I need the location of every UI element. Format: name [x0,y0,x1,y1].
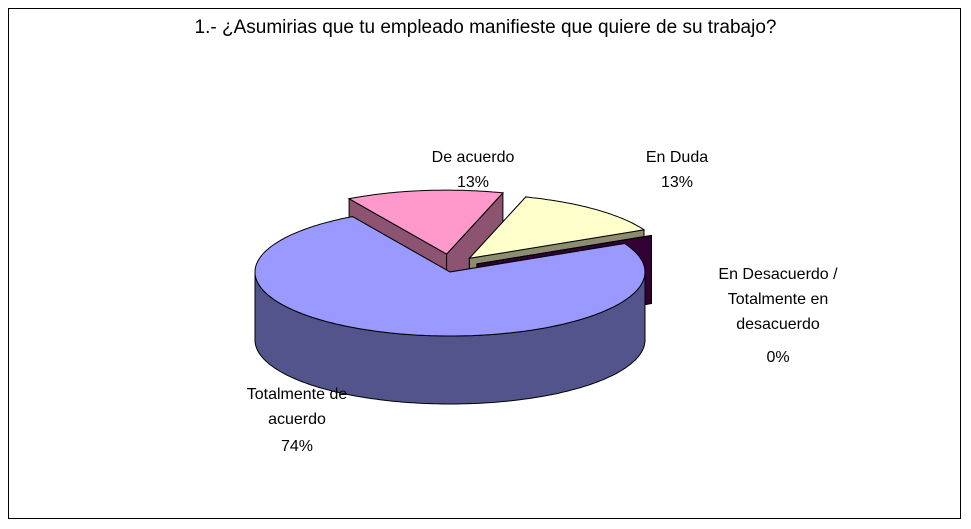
slice-value-label: 74% [280,438,314,455]
slice-label: Totalmente de acuerdo [246,386,348,428]
slice-label: En Desacuerdo / Totalmente en desacuerdo [718,266,838,333]
chart-title: 1.- ¿Asumirias que tu empleado manifiest… [194,17,777,38]
slice-label: De acuerdo [431,149,515,166]
slice [476,235,652,265]
slice-value-label: 13% [660,174,694,191]
slice [347,189,504,255]
slice-label: En Duda [645,149,709,166]
slice [254,216,646,337]
slice-value-label: 13% [456,174,490,191]
slice [468,196,646,260]
chart-frame [8,8,961,519]
slice-value-label: 0% [766,349,790,366]
